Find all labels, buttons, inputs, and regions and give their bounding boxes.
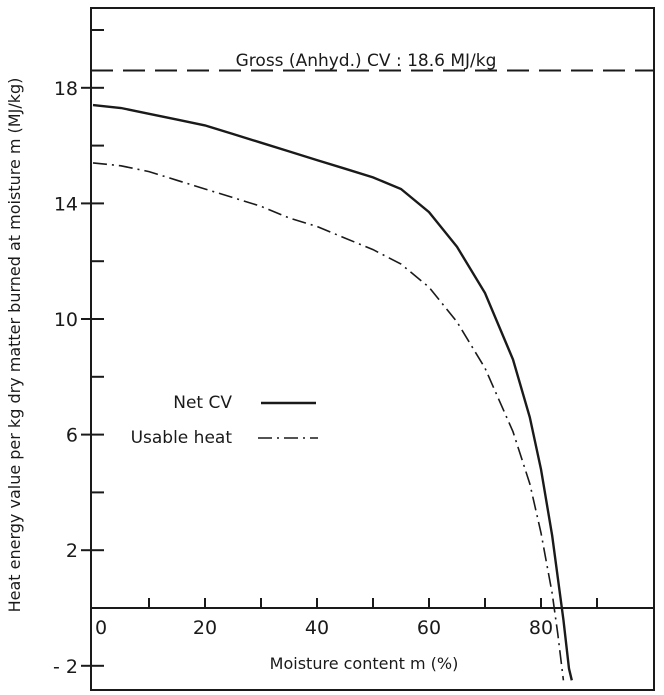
x-tick-label: 60: [417, 617, 441, 639]
x-tick-labels: 0 20 40 60 80: [95, 617, 553, 639]
gross-cv-annotation: Gross (Anhyd.) CV : 18.6 MJ/kg: [236, 51, 497, 71]
usable-heat-line: [92, 162, 565, 681]
x-axis-title: Moisture content m (%): [270, 654, 459, 673]
x-tick-label: 0: [95, 617, 107, 639]
x-ticks: [148, 598, 598, 608]
x-tick-label: 40: [305, 617, 329, 639]
plot-frame: [90, 7, 655, 691]
y-tick-label: - 2: [53, 656, 78, 678]
y-minor-ticks: [91, 29, 104, 667]
legend: Net CV Usable heat: [131, 393, 318, 448]
y-tick-label: 2: [66, 540, 78, 562]
y-tick-labels: - 2 2 6 10 14 18: [53, 78, 78, 678]
y-axis-title: Heat energy value per kg dry matter burn…: [5, 78, 24, 613]
x-tick-label: 80: [529, 617, 553, 639]
y-tick-label: 14: [54, 193, 78, 215]
y-major-ticks: [81, 86, 91, 667]
x-tick-label: 20: [193, 617, 217, 639]
net-cv-line: [92, 103, 573, 681]
y-tick-label: 10: [54, 309, 78, 331]
legend-label-net-cv: Net CV: [173, 393, 232, 413]
legend-label-usable-heat: Usable heat: [131, 428, 233, 448]
y-tick-label: 18: [54, 78, 78, 100]
y-tick-label: 6: [66, 425, 78, 447]
